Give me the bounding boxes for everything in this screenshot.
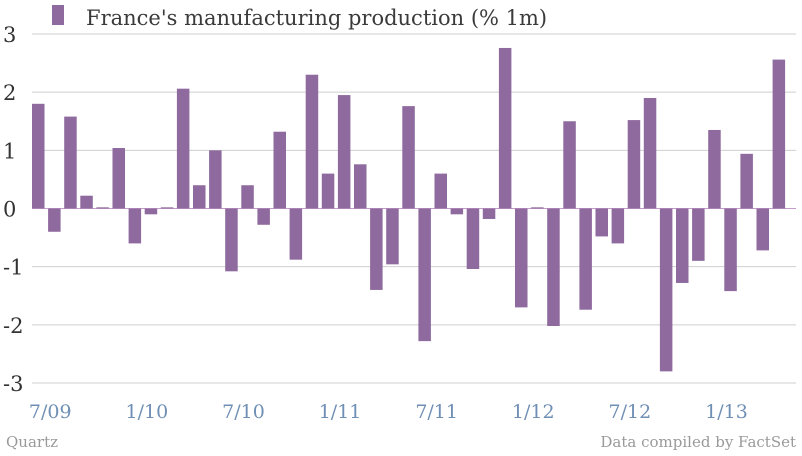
bar xyxy=(498,47,512,209)
bar xyxy=(482,208,496,219)
bar xyxy=(531,207,544,209)
x-tick-label: 7/09 xyxy=(29,401,72,423)
bar xyxy=(257,208,270,225)
bar xyxy=(32,103,45,209)
bar xyxy=(289,208,303,260)
source-credit-left: Quartz xyxy=(6,433,58,451)
bar xyxy=(579,208,592,310)
x-axis-ticks: 7/09 1/10 7/10 1/11 7/11 1/12 7/12 1/13 xyxy=(29,401,748,423)
x-tick-label: 1/11 xyxy=(319,401,362,423)
bar xyxy=(515,208,528,308)
bars xyxy=(32,47,786,372)
bar xyxy=(756,208,769,251)
bar xyxy=(370,208,383,290)
legend-label: France's manufacturing production (% 1m) xyxy=(86,6,547,30)
bar xyxy=(563,121,576,209)
bar xyxy=(305,74,319,209)
bar xyxy=(225,208,238,272)
bar xyxy=(176,88,190,209)
y-tick-label: 1 xyxy=(3,139,16,163)
x-tick-label: 1/13 xyxy=(705,401,748,423)
y-tick-label: 3 xyxy=(3,23,16,47)
legend: France's manufacturing production (% 1m) xyxy=(52,5,547,30)
bar xyxy=(643,97,657,209)
bar xyxy=(595,208,608,237)
bar xyxy=(160,207,174,209)
source-credit-right: Data compiled by FactSet xyxy=(600,433,796,451)
y-tick-label: -1 xyxy=(3,256,23,280)
bar xyxy=(337,95,351,209)
bar xyxy=(112,148,125,209)
bar xyxy=(241,185,254,209)
bar xyxy=(772,59,786,209)
bar xyxy=(450,208,464,215)
bar xyxy=(128,208,142,244)
bar xyxy=(740,153,753,209)
bar xyxy=(418,208,431,342)
bar xyxy=(434,173,447,209)
bar xyxy=(321,173,335,209)
x-tick-label: 1/10 xyxy=(126,401,169,423)
bar xyxy=(466,208,480,269)
bar xyxy=(96,207,109,209)
y-axis-ticks: 3 2 1 0 -1 -2 -3 xyxy=(3,23,23,396)
bar xyxy=(209,150,222,209)
bar xyxy=(193,185,206,209)
bar xyxy=(80,195,93,209)
bar xyxy=(692,208,705,261)
bar xyxy=(611,208,625,244)
legend-swatch xyxy=(52,5,64,25)
bar xyxy=(354,164,367,209)
bar xyxy=(48,208,61,232)
y-tick-label: -3 xyxy=(3,372,23,396)
y-tick-label: 0 xyxy=(3,198,16,222)
bar xyxy=(676,208,689,283)
bar xyxy=(627,120,641,209)
bar xyxy=(273,131,286,209)
y-tick-label: 2 xyxy=(3,81,16,105)
x-tick-label: 1/12 xyxy=(512,401,555,423)
y-tick-label: -2 xyxy=(3,314,23,338)
x-tick-label: 7/10 xyxy=(222,401,265,423)
bar xyxy=(547,208,560,326)
x-tick-label: 7/12 xyxy=(609,401,652,423)
bar xyxy=(386,208,399,265)
bar xyxy=(402,106,415,209)
bar xyxy=(659,208,673,372)
bar xyxy=(724,208,737,292)
bar xyxy=(708,129,721,209)
x-tick-label: 7/11 xyxy=(415,401,458,423)
bar xyxy=(144,208,158,215)
bar xyxy=(64,116,77,209)
